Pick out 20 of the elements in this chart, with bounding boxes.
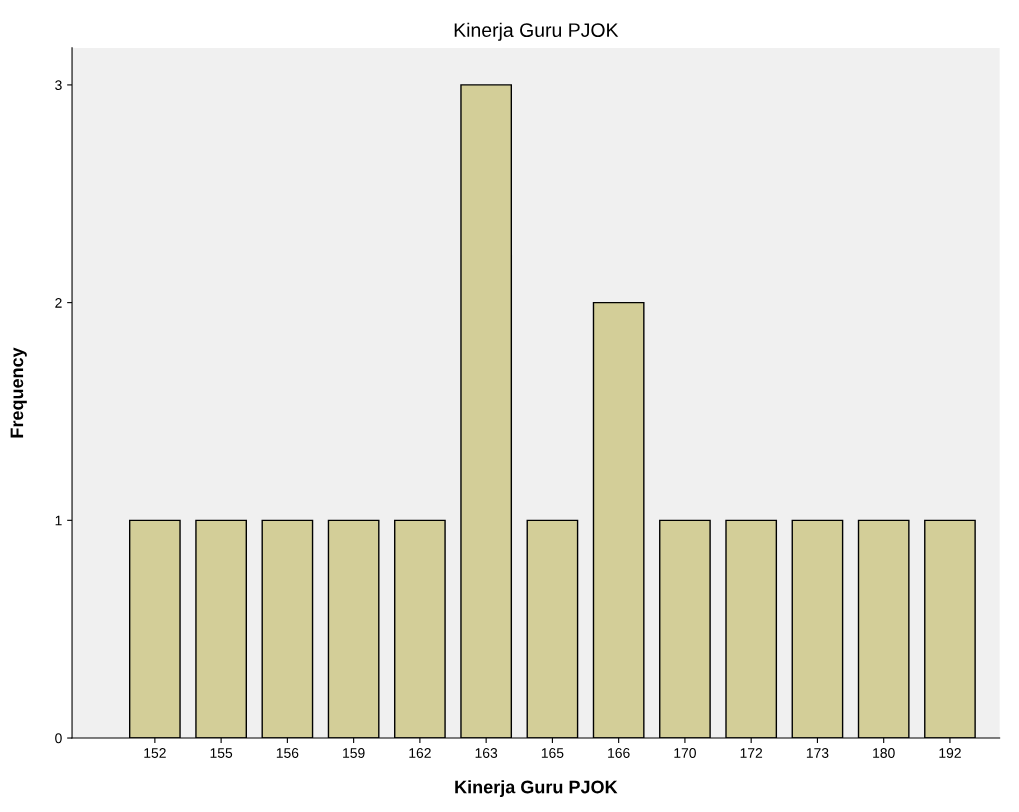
x-tick-label: 192 <box>939 748 961 758</box>
x-tick-label: 173 <box>806 748 829 758</box>
x-tick-label: 170 <box>674 748 696 758</box>
x-tick-label: 152 <box>144 748 166 758</box>
y-tick-label: 3 <box>55 80 62 91</box>
x-axis-title: Kinerja Guru PJOK <box>455 780 618 797</box>
y-tick-label: 2 <box>55 297 62 308</box>
x-tick-label: 159 <box>343 748 365 758</box>
x-tick-label: 156 <box>276 748 299 758</box>
chart-title: Kinerja Guru PJOK <box>454 22 619 41</box>
x-tick-label: 163 <box>475 748 498 758</box>
y-tick-label: 0 <box>55 733 62 744</box>
x-tick-label: 172 <box>740 748 763 758</box>
x-tick-label: 165 <box>541 748 564 758</box>
x-tick-label: 166 <box>608 748 630 758</box>
y-axis-title: Frequency <box>10 347 27 438</box>
y-tick-label: 1 <box>55 515 62 526</box>
x-tick-label: 162 <box>409 748 431 758</box>
x-tick-label: 155 <box>210 748 233 758</box>
x-tick-label: 180 <box>873 748 895 758</box>
